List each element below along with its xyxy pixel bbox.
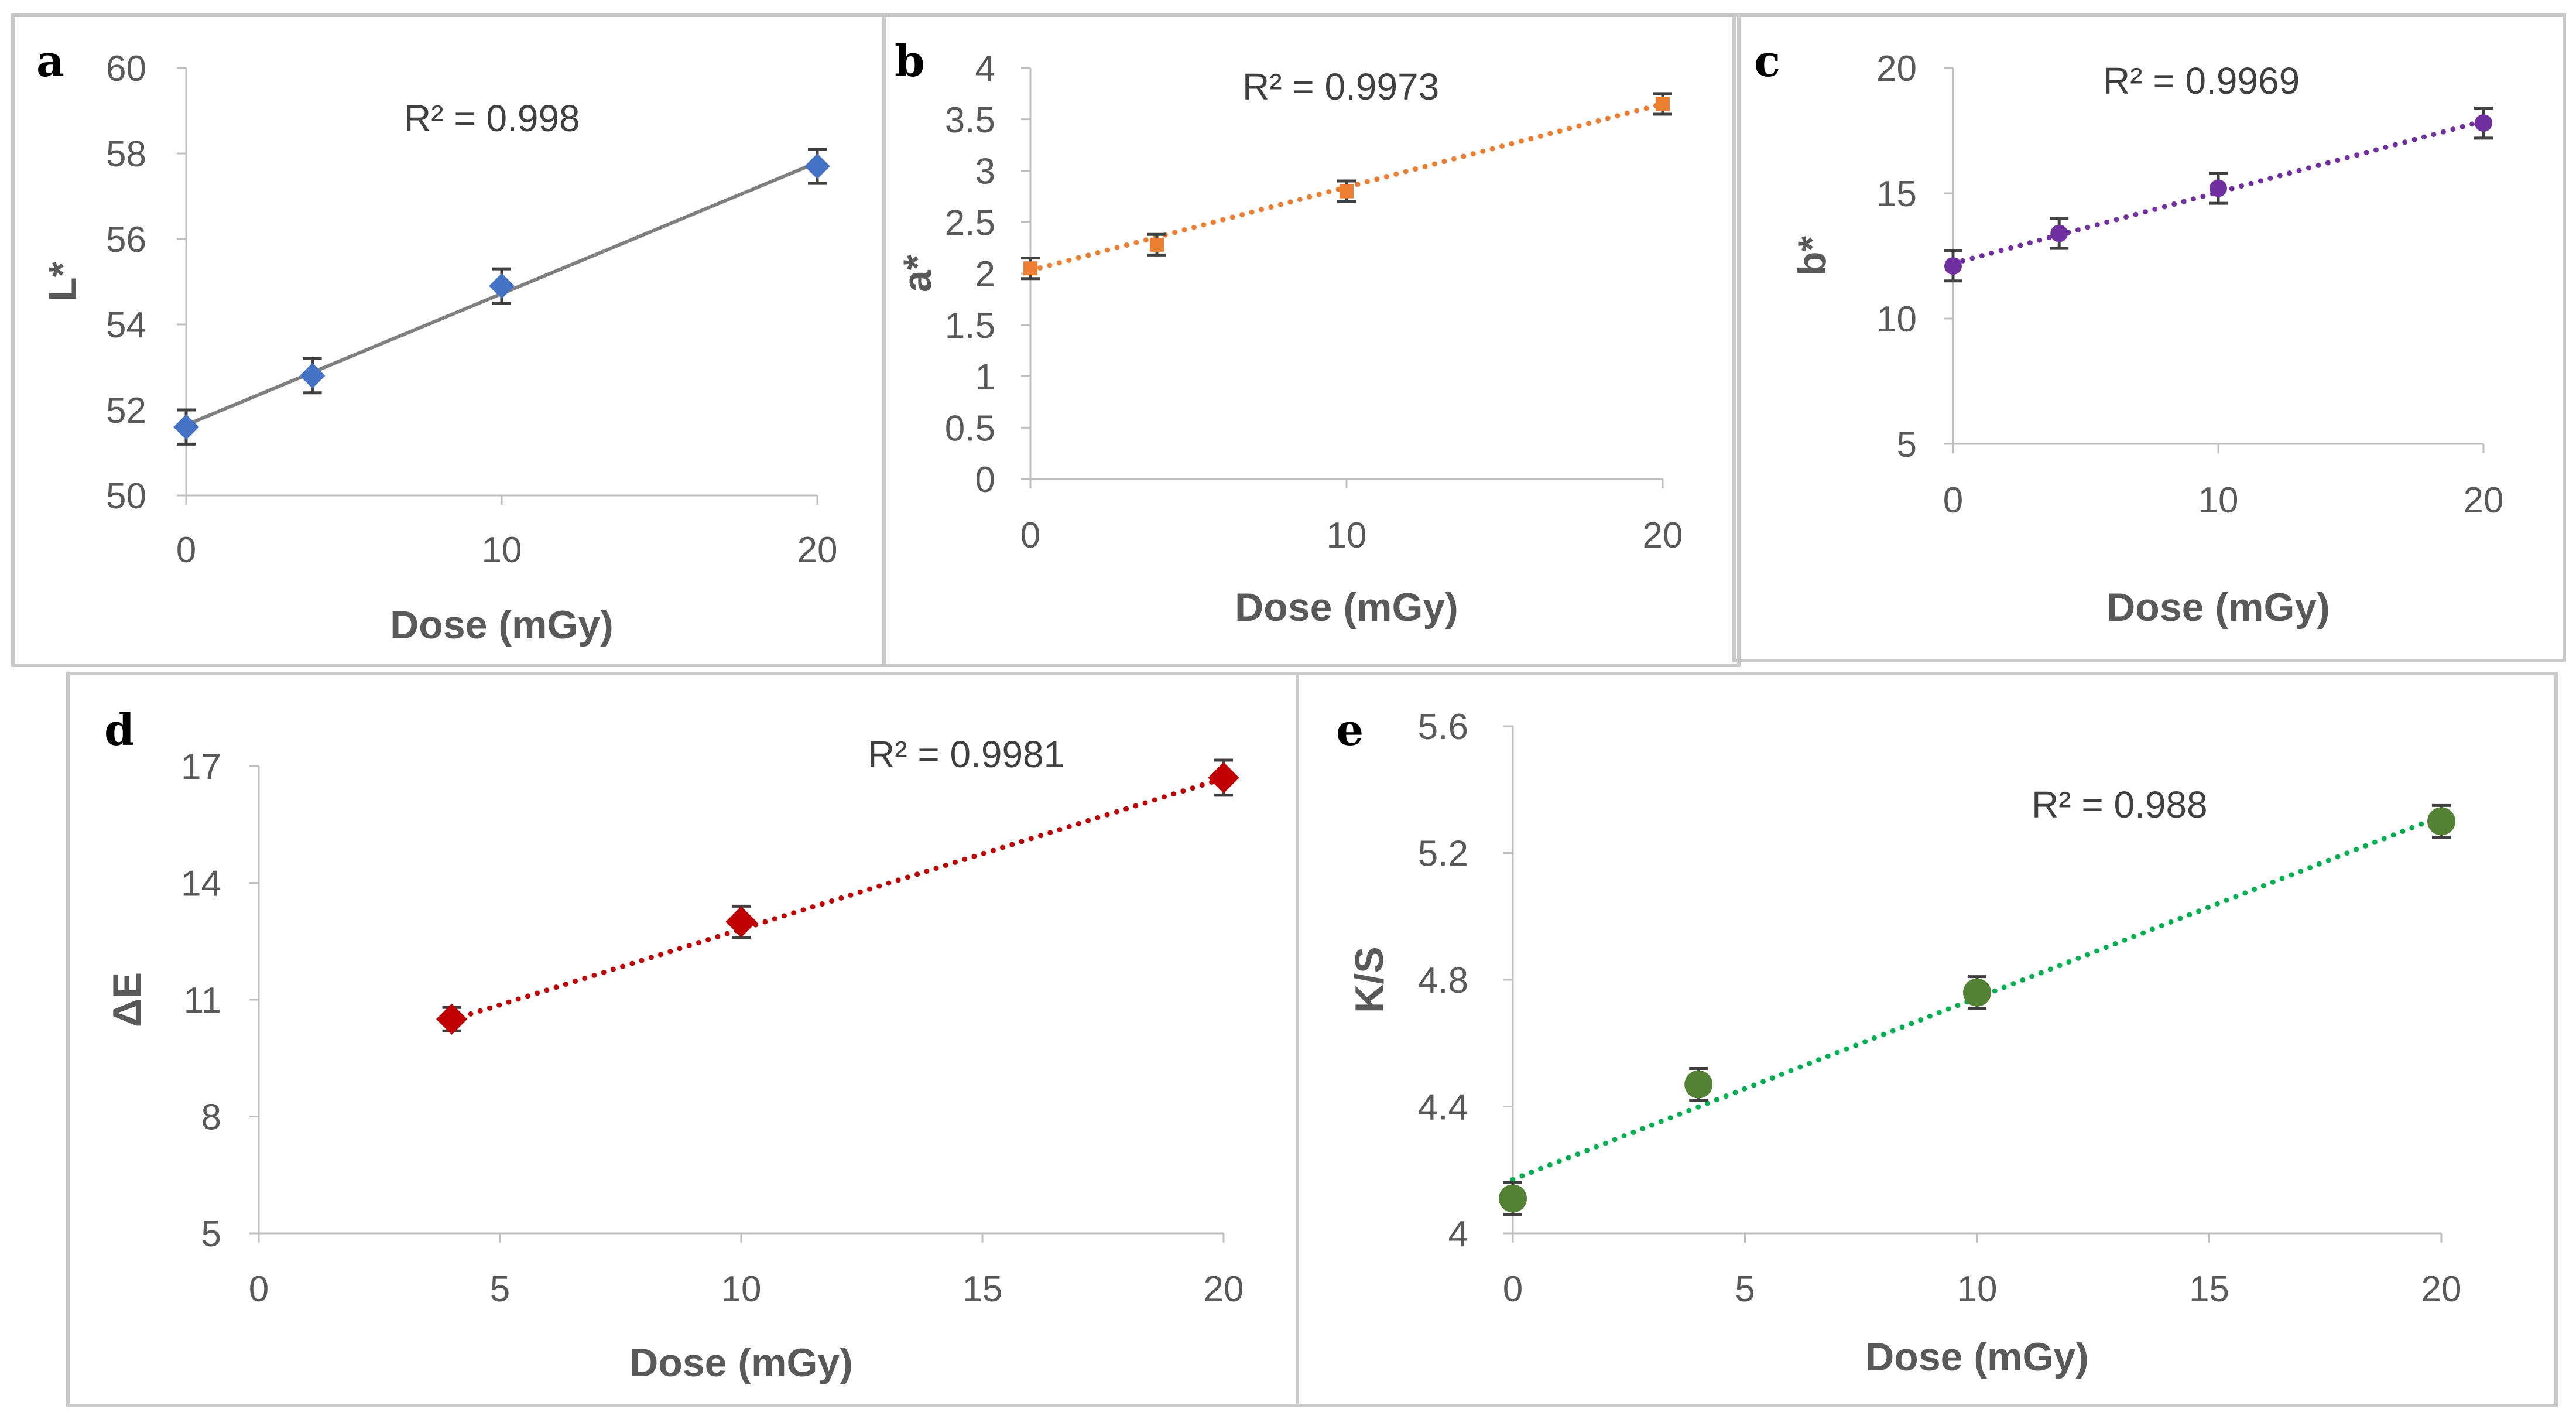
y-tick-label: 17 [181,747,221,787]
r-squared-label: R² = 0.9969 [2103,60,2300,102]
x-tick-label: 0 [1943,480,1963,521]
r-squared-label: R² = 0.998 [404,97,580,139]
y-tick-label: 5.6 [1418,707,1468,747]
y-tick-label: 4.8 [1418,960,1468,1001]
x-axis-title: Dose (mGy) [1865,1335,2089,1379]
trendline [449,775,1227,1023]
data-point [1656,97,1670,111]
r-squared-label: R² = 0.988 [2032,784,2208,826]
x-tick-label: 10 [482,530,522,570]
x-tick-label: 0 [1503,1269,1523,1309]
y-tick-label: 20 [1876,49,1917,89]
r-squared-label: R² = 0.9973 [1242,66,1439,108]
panel-frame [882,13,1741,667]
x-tick-label: 10 [1957,1269,1998,1309]
data-point [1684,1070,1713,1099]
data-point [725,906,757,938]
data-point [2050,224,2068,242]
y-axis-title: ΔE [105,972,149,1027]
y-tick-label: 5.2 [1418,834,1468,874]
x-axis-title: Dose (mGy) [629,1341,853,1385]
y-tick-label: 4 [975,49,995,89]
y-tick-label: 8 [201,1097,221,1138]
x-axis-title: Dose (mGy) [390,603,614,647]
data-point [2210,179,2227,197]
panel-letter: d [104,705,135,755]
x-tick-label: 0 [1020,515,1040,556]
y-tick-label: 2.5 [945,203,995,243]
chart-panel-c: 5 10 15 20 0 10 20 Dose (mGy) b* c R² = 0.9969 [1732,13,2566,662]
data-point [173,414,199,440]
data-point [1944,257,1962,275]
x-tick-label: 0 [176,530,196,570]
x-tick-label: 5 [490,1269,510,1309]
y-tick-label: 5 [1897,425,1917,465]
y-tick-label: 4 [1448,1214,1468,1254]
y-tick-label: 1.5 [945,306,995,346]
y-tick-label: 54 [106,305,146,346]
data-point [2427,807,2455,836]
x-axis-title: Dose (mGy) [1235,585,1458,630]
data-point [1499,1184,1527,1213]
data-point [1963,978,1991,1007]
data-point [436,1003,468,1035]
data-point [804,153,830,179]
y-tick-label: 56 [106,220,146,260]
y-tick-label: 52 [106,391,146,431]
x-tick-label: 15 [962,1269,1003,1309]
chart-panel-a: 50 52 54 56 58 60 0 10 20 Dose (mGy) L* a R² = 0.998 [11,13,886,667]
panel-letter: b [895,36,925,87]
y-tick-label: 0 [975,460,995,500]
data-point [2475,114,2492,132]
x-tick-label: 20 [797,530,838,570]
x-tick-label: 20 [2464,480,2504,521]
x-tick-label: 0 [249,1269,269,1309]
x-axis-title: Dose (mGy) [2106,585,2330,630]
y-tick-label: 15 [1876,174,1917,214]
data-point [1208,762,1239,794]
y-tick-label: 14 [181,864,221,904]
panel-letter: a [36,36,64,87]
chart-panel-b: 0 0.5 1 1.5 2 2.5 3 3.5 4 0 10 20 Dose (mGy) a* b R² = … [882,13,1741,667]
trendline [1950,118,2486,266]
chart-panel-e: 4 4.4 4.8 5.2 5.6 0 5 10 15 20 Dose (mGy) K/S e R² = … [1296,672,2558,1407]
x-tick-label: 10 [1327,515,1367,556]
data-point [1150,237,1164,252]
panel-frame [1732,13,2566,662]
y-axis-title: L* [40,261,85,302]
y-tick-label: 0.5 [945,408,995,449]
y-tick-label: 4.4 [1418,1088,1468,1128]
y-tick-label: 58 [106,134,146,175]
y-axis-title: K/S [1347,946,1392,1013]
y-tick-label: 50 [106,476,146,517]
y-axis-title: b* [1790,235,1834,276]
panel-letter: e [1336,705,1364,755]
data-point [489,273,515,299]
x-tick-label: 15 [2189,1269,2229,1309]
data-point [1023,261,1037,276]
x-tick-label: 20 [2421,1269,2462,1309]
r-squared-label: R² = 0.9981 [868,733,1064,775]
y-tick-label: 1 [975,357,995,398]
x-tick-label: 10 [721,1269,762,1309]
y-tick-label: 3 [975,152,995,192]
y-tick-label: 2 [975,254,995,295]
x-tick-label: 5 [1735,1269,1755,1309]
data-point [1340,184,1354,199]
x-tick-label: 10 [2198,480,2239,521]
y-tick-label: 11 [184,980,221,1021]
y-axis-title: a* [895,254,940,292]
data-point [299,363,326,389]
x-tick-label: 20 [1643,515,1683,556]
panel-letter: c [1754,36,1780,87]
y-tick-label: 5 [201,1214,221,1254]
panel-frame [1296,672,2558,1407]
y-tick-label: 60 [106,49,146,89]
x-tick-label: 20 [1204,1269,1244,1309]
y-tick-label: 10 [1876,299,1917,340]
y-tick-label: 3.5 [945,100,995,141]
